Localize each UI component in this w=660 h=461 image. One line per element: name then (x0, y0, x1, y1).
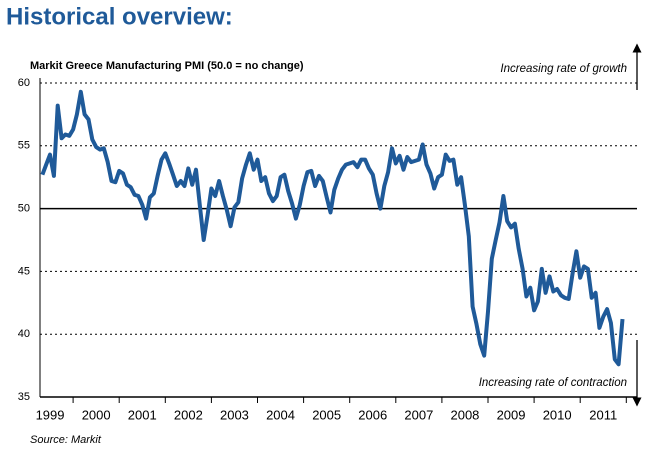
x-tick-label: 2009 (497, 407, 526, 422)
y-tick-label: 40 (18, 328, 30, 340)
x-tick-label: 2000 (82, 407, 111, 422)
x-tick-label: 2010 (543, 407, 572, 422)
x-tick-label: 2008 (450, 407, 479, 422)
x-tick-label: 2011 (589, 407, 617, 422)
chart-title: Historical overview: (6, 3, 233, 30)
y-tick-label: 60 (18, 77, 30, 89)
x-tick-label: 2003 (220, 407, 249, 422)
source: Source: Markit (30, 434, 102, 446)
x-tick-label: 2007 (404, 407, 433, 422)
x-tick-label: 2002 (174, 407, 203, 422)
y-tick-label: 50 (18, 203, 30, 215)
chart-subtitle: Markit Greece Manufacturing PMI (50.0 = … (30, 60, 304, 72)
x-tick-label: 1999 (36, 407, 65, 422)
annotation: Increasing rate of growth (500, 63, 627, 75)
y-tick-label: 45 (18, 265, 30, 277)
x-tick-label: 2001 (128, 407, 157, 422)
series-line (40, 89, 625, 367)
y-tick-label: 35 (18, 391, 30, 403)
x-tick-label: 2006 (358, 407, 387, 422)
x-tick-label: 2004 (266, 407, 295, 422)
y-tick-label: 55 (18, 140, 30, 152)
x-tick-label: 2005 (312, 407, 341, 422)
annotation: Increasing rate of contraction (479, 377, 627, 389)
